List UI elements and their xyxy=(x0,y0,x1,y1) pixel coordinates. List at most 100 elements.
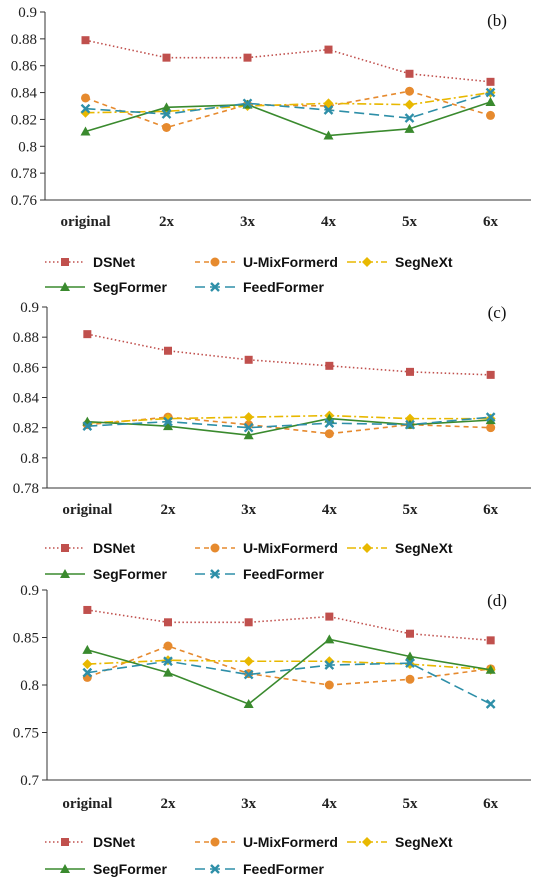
legend-label: SegFormer xyxy=(93,861,167,877)
y-tick-label: 0.88 xyxy=(13,330,39,346)
y-tick-label: 0.85 xyxy=(13,631,39,647)
data-point-segnext xyxy=(82,659,93,670)
data-point-dsnet xyxy=(164,346,172,355)
y-tick-label: 0.78 xyxy=(11,166,37,182)
series-line-feedformer xyxy=(87,416,491,429)
data-point-dsnet xyxy=(162,53,171,62)
legend-marker xyxy=(60,864,70,873)
panel-label: (b) xyxy=(487,11,507,30)
data-point-u-mixformerd xyxy=(324,680,334,690)
legend-marker xyxy=(362,543,372,553)
series-line-feedformer xyxy=(85,91,491,119)
y-tick-label: 0.86 xyxy=(11,59,38,75)
legend-marker xyxy=(362,837,372,847)
legend-marker xyxy=(60,282,70,291)
legend-label: U-MixFormerd xyxy=(243,254,338,270)
data-point-dsnet xyxy=(406,629,414,638)
data-point-feedformer xyxy=(323,105,334,115)
data-point-feedformer xyxy=(324,418,335,428)
data-point-segformer xyxy=(80,126,91,136)
x-tick-label: 4x xyxy=(321,214,337,230)
data-point-feedformer xyxy=(82,667,93,678)
data-point-segformer xyxy=(163,667,173,677)
data-point-feedformer xyxy=(324,660,335,670)
x-tick-label: 2x xyxy=(159,214,175,230)
data-point-feedformer xyxy=(242,98,253,109)
x-tick-label: original xyxy=(62,502,112,518)
data-point-segformer xyxy=(82,644,93,654)
legend-label: DSNet xyxy=(93,540,135,556)
data-point-dsnet xyxy=(244,618,253,627)
panel-label: (c) xyxy=(488,303,507,322)
legend-marker xyxy=(61,544,69,552)
series-line-segnext xyxy=(87,414,491,424)
data-point-u-mixformerd xyxy=(486,423,496,433)
y-tick-label: 0.86 xyxy=(13,360,40,376)
data-point-segnext xyxy=(404,99,415,110)
legend-label: DSNet xyxy=(93,834,135,850)
x-tick-label: 5x xyxy=(402,214,418,230)
data-point-feedformer xyxy=(80,103,91,114)
x-tick-label: 6x xyxy=(483,214,499,230)
data-point-dsnet xyxy=(325,361,334,370)
x-tick-label: 3x xyxy=(241,796,257,812)
legend-label: SegNeXt xyxy=(395,254,453,270)
legend-marker xyxy=(61,838,69,846)
data-point-feedformer xyxy=(82,421,93,432)
y-tick-label: 0.82 xyxy=(13,421,39,437)
legend-label: U-MixFormerd xyxy=(243,540,338,556)
y-tick-label: 0.78 xyxy=(13,481,39,497)
data-point-dsnet xyxy=(324,45,333,54)
y-tick-label: 0.8 xyxy=(18,139,37,155)
y-tick-label: 0.88 xyxy=(11,32,37,48)
legend-marker xyxy=(210,864,220,874)
data-point-feedformer xyxy=(163,416,173,427)
chart-panel-3: 0.7 0.75 0.8 0.85 0.9 original 2x 3x 4x 5x 6x (d) DS… xyxy=(13,583,531,877)
legend-label: SegFormer xyxy=(93,566,167,582)
legend-marker xyxy=(210,257,220,267)
data-point-feedformer xyxy=(485,699,496,709)
series-line-segformer xyxy=(87,638,491,705)
series-line-dsnet xyxy=(87,333,491,376)
legend-marker xyxy=(210,543,220,553)
chart-panel-1: 0.76 0.78 0.8 0.82 0.84 0.86 0.88 0.9 original 2x… xyxy=(11,5,531,295)
data-point-feedformer xyxy=(243,669,254,680)
data-point-dsnet xyxy=(405,69,414,78)
legend-marker xyxy=(210,837,220,847)
data-point-feedformer xyxy=(485,412,496,422)
series-line-segformer xyxy=(85,101,491,137)
legend-label: SegNeXt xyxy=(395,540,453,556)
y-tick-label: 0.9 xyxy=(20,583,39,599)
x-tick-label: 4x xyxy=(322,796,338,812)
legend-label: FeedFormer xyxy=(243,279,324,295)
data-point-segformer xyxy=(243,430,254,440)
data-point-segnext xyxy=(323,98,334,109)
legend-marker xyxy=(210,569,220,579)
y-tick-label: 0.84 xyxy=(13,391,40,407)
y-tick-label: 0.9 xyxy=(20,300,39,316)
x-tick-label: 5x xyxy=(403,502,419,518)
data-point-dsnet xyxy=(83,330,92,339)
data-point-u-mixformerd xyxy=(81,93,90,103)
legend-marker xyxy=(61,258,69,266)
x-tick-label: 3x xyxy=(240,214,256,230)
legend-label: FeedFormer xyxy=(243,566,324,582)
series-line-dsnet xyxy=(85,39,491,83)
data-point-segformer xyxy=(485,96,496,106)
series-line-segnext xyxy=(87,659,491,671)
data-point-feedformer xyxy=(405,419,415,430)
series-line-u-mixformerd xyxy=(87,416,491,435)
y-tick-label: 0.84 xyxy=(11,86,38,102)
legend-label: SegNeXt xyxy=(395,834,453,850)
data-point-segformer xyxy=(324,634,335,644)
x-tick-label: 2x xyxy=(161,502,177,518)
legend: DSNet U-MixFormerd SegNeXt SegFormer FeedFor… xyxy=(45,540,453,582)
data-point-segformer xyxy=(405,651,415,661)
legend-label: U-MixFormerd xyxy=(243,834,338,850)
chart-panel-2: 0.78 0.8 0.82 0.84 0.86 0.88 0.9 original 2x 3x 4x… xyxy=(13,300,531,582)
panel-label: (d) xyxy=(487,591,507,610)
data-point-dsnet xyxy=(81,36,90,45)
legend-label: FeedFormer xyxy=(243,861,324,877)
legend-marker xyxy=(210,282,220,292)
